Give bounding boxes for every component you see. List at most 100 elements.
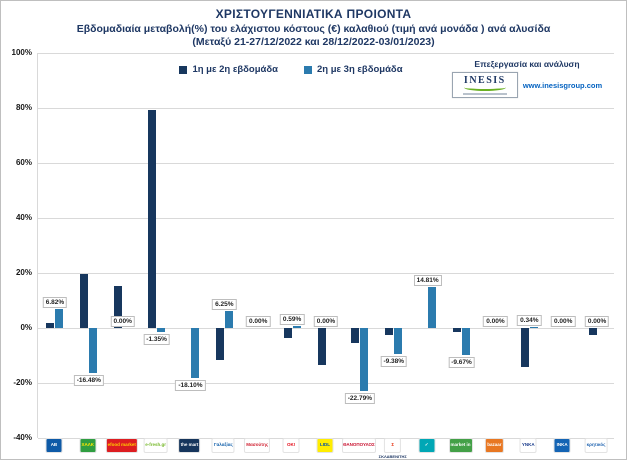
- y-tick-label: -40%: [13, 433, 32, 442]
- bar-week1-2-2: [114, 286, 123, 328]
- bar-week2-3-4: [190, 328, 199, 378]
- gridline: [38, 273, 614, 274]
- chain-logo: the mart: [178, 438, 201, 453]
- data-label: 0.00%: [110, 316, 135, 327]
- chain-logo-mark: the mart: [178, 438, 201, 453]
- chain-logo: market in: [448, 438, 473, 453]
- gridline: [38, 163, 614, 164]
- chain-logo: AB: [45, 438, 63, 453]
- bar-week2-3-12: [462, 328, 471, 355]
- inesis-tagline: [462, 92, 507, 95]
- chain-logo-mark: Μασούτης: [244, 438, 271, 453]
- bar-week1-2-10: [385, 328, 394, 335]
- data-label: 0.00%: [483, 316, 508, 327]
- y-tick-label: 100%: [11, 48, 32, 57]
- data-label: 0.00%: [584, 316, 610, 327]
- chart-subtitle-line2: (Μεταξύ 21-27/12/2022 και 28/12/2022-03/…: [192, 36, 435, 48]
- bar-week2-3-7: [292, 326, 301, 328]
- chain-logo: ΥΝΚΑ: [519, 438, 537, 453]
- data-label: 6.82%: [42, 297, 68, 309]
- bar-week2-3-0: [55, 309, 64, 328]
- y-tick-label: 60%: [15, 158, 32, 167]
- chain-logo: ΙΝΚΑ: [553, 438, 571, 453]
- data-label: -1.35%: [143, 333, 170, 345]
- legend-item: 1η με 2η εβδομάδα: [179, 64, 278, 75]
- chain-logo: κρητικός: [584, 438, 608, 453]
- chart-subtitle-line1: Εβδομαδιαία μεταβολή(%) του ελάχιστου κό…: [76, 23, 551, 35]
- chain-logo-label: ΣΚΛΑΒΕΝΙΤΗΣ: [378, 454, 407, 459]
- data-label: 6.25%: [212, 298, 237, 310]
- chain-logo-mark: ΥΝΚΑ: [519, 438, 537, 453]
- bar-week1-2-0: [46, 322, 55, 328]
- chain-logo-mark: κρητικός: [584, 438, 608, 453]
- chart-legend: 1η με 2η εβδομάδα 2η με 3η εβδομάδα: [131, 64, 451, 75]
- chain-logo-mark: LIDL: [316, 438, 334, 453]
- y-tick-label: -20%: [13, 378, 32, 387]
- chain-logo: ΘΑΝΟΠΟΥΛΟΣ: [341, 438, 376, 453]
- chain-logos: AB ΧΑΛΚ efood market e-fresh.gr the mart Γαλα…: [37, 438, 613, 459]
- data-label: -9.67%: [448, 356, 475, 368]
- bar-week2-3-1: [89, 328, 98, 374]
- gridline: [38, 108, 614, 109]
- chain-logo: efood market: [105, 438, 138, 453]
- branding-caption: Επεξεργασία και ανάλυση: [474, 59, 580, 69]
- inesis-logo: INESIS: [451, 72, 518, 98]
- bar-week1-2-5: [215, 328, 224, 360]
- bar-week1-2-7: [283, 328, 292, 338]
- gridline: [38, 328, 614, 329]
- y-tick-label: 0%: [20, 323, 32, 332]
- bar-week1-2-12: [453, 328, 462, 333]
- data-label: 0.00%: [550, 316, 576, 327]
- data-label: -9.38%: [380, 355, 408, 367]
- chain-logo: e-fresh.gr: [143, 438, 168, 453]
- legend-item: 2η με 3η εβδομάδα: [304, 64, 403, 75]
- bar-week1-2-8: [317, 328, 326, 366]
- bar-week2-3-11: [428, 287, 437, 328]
- chain-logo: ΧΑΛΚ: [79, 438, 97, 453]
- y-axis: 100% 80% 60% 40% 20% 0% -20% -40%: [1, 1, 34, 459]
- legend-label: 2η με 3η εβδομάδα: [317, 64, 403, 75]
- data-label: -22.79%: [344, 392, 375, 404]
- chain-logo-mark: Σ: [384, 438, 402, 453]
- chain-logo-mark: efood market: [105, 438, 138, 453]
- chain-logo-mark: AB: [45, 438, 63, 453]
- data-label: -18.10%: [175, 379, 206, 391]
- bar-week1-2-1: [80, 273, 89, 328]
- gridline: [38, 383, 614, 384]
- chain-logo-mark: Γαλαξίας: [211, 438, 235, 453]
- chain-logo-mark: ΘΑΝΟΠΟΥΛΟΣ: [341, 438, 376, 453]
- inesis-logo-text: INESIS: [463, 74, 506, 86]
- gridline: [38, 53, 614, 54]
- page-title: ΧΡΙΣΤΟΥΓΕΝΝΙΑΤΙΚΑ ΠΡΟΙΟΝΤΑ: [215, 7, 412, 21]
- y-tick-label: 20%: [15, 268, 32, 277]
- data-label: 0.34%: [517, 315, 542, 327]
- chain-logo-mark: bazaar: [485, 438, 504, 453]
- gridline: [38, 218, 614, 219]
- legend-swatch: [304, 65, 312, 74]
- chain-logo-mark: market in: [448, 438, 473, 453]
- labels-layer: 6.82% -16.48% 0.00% -1.35% -18.10% 6.25% 0.00%…: [38, 53, 614, 438]
- chain-logo: ✓: [418, 438, 436, 453]
- data-label: -16.48%: [73, 375, 104, 387]
- bar-week1-2-16: [588, 328, 597, 335]
- chain-logo-mark: ΙΝΚΑ: [553, 438, 571, 453]
- branding-block: Επεξεργασία και ανάλυση INESIS www.inesi…: [442, 59, 612, 98]
- inesis-swoosh-icon: [463, 84, 506, 91]
- website-link: www.inesisgroup.com: [522, 80, 603, 90]
- chain-logo-mark: ΧΑΛΚ: [79, 438, 97, 453]
- data-label: 0.59%: [279, 314, 305, 326]
- legend-label: 1η με 2η εβδομάδα: [192, 64, 278, 75]
- legend-swatch: [179, 65, 188, 74]
- data-label: 0.00%: [246, 316, 271, 327]
- bar-week2-3-3: [157, 328, 166, 332]
- y-tick-label: 80%: [15, 103, 32, 112]
- bar-week2-3-5: [224, 310, 233, 328]
- bar-week2-3-9: [360, 328, 369, 391]
- bar-week1-2-3: [148, 109, 157, 328]
- plot-area: 6.82% -16.48% 0.00% -1.35% -18.10% 6.25% 0.00%…: [37, 53, 614, 439]
- chain-logo: Μασούτης: [244, 438, 271, 453]
- chain-logo: Γαλαξίας: [211, 438, 235, 453]
- bar-week1-2-9: [351, 328, 360, 344]
- chain-logo-mark: e-fresh.gr: [143, 438, 168, 453]
